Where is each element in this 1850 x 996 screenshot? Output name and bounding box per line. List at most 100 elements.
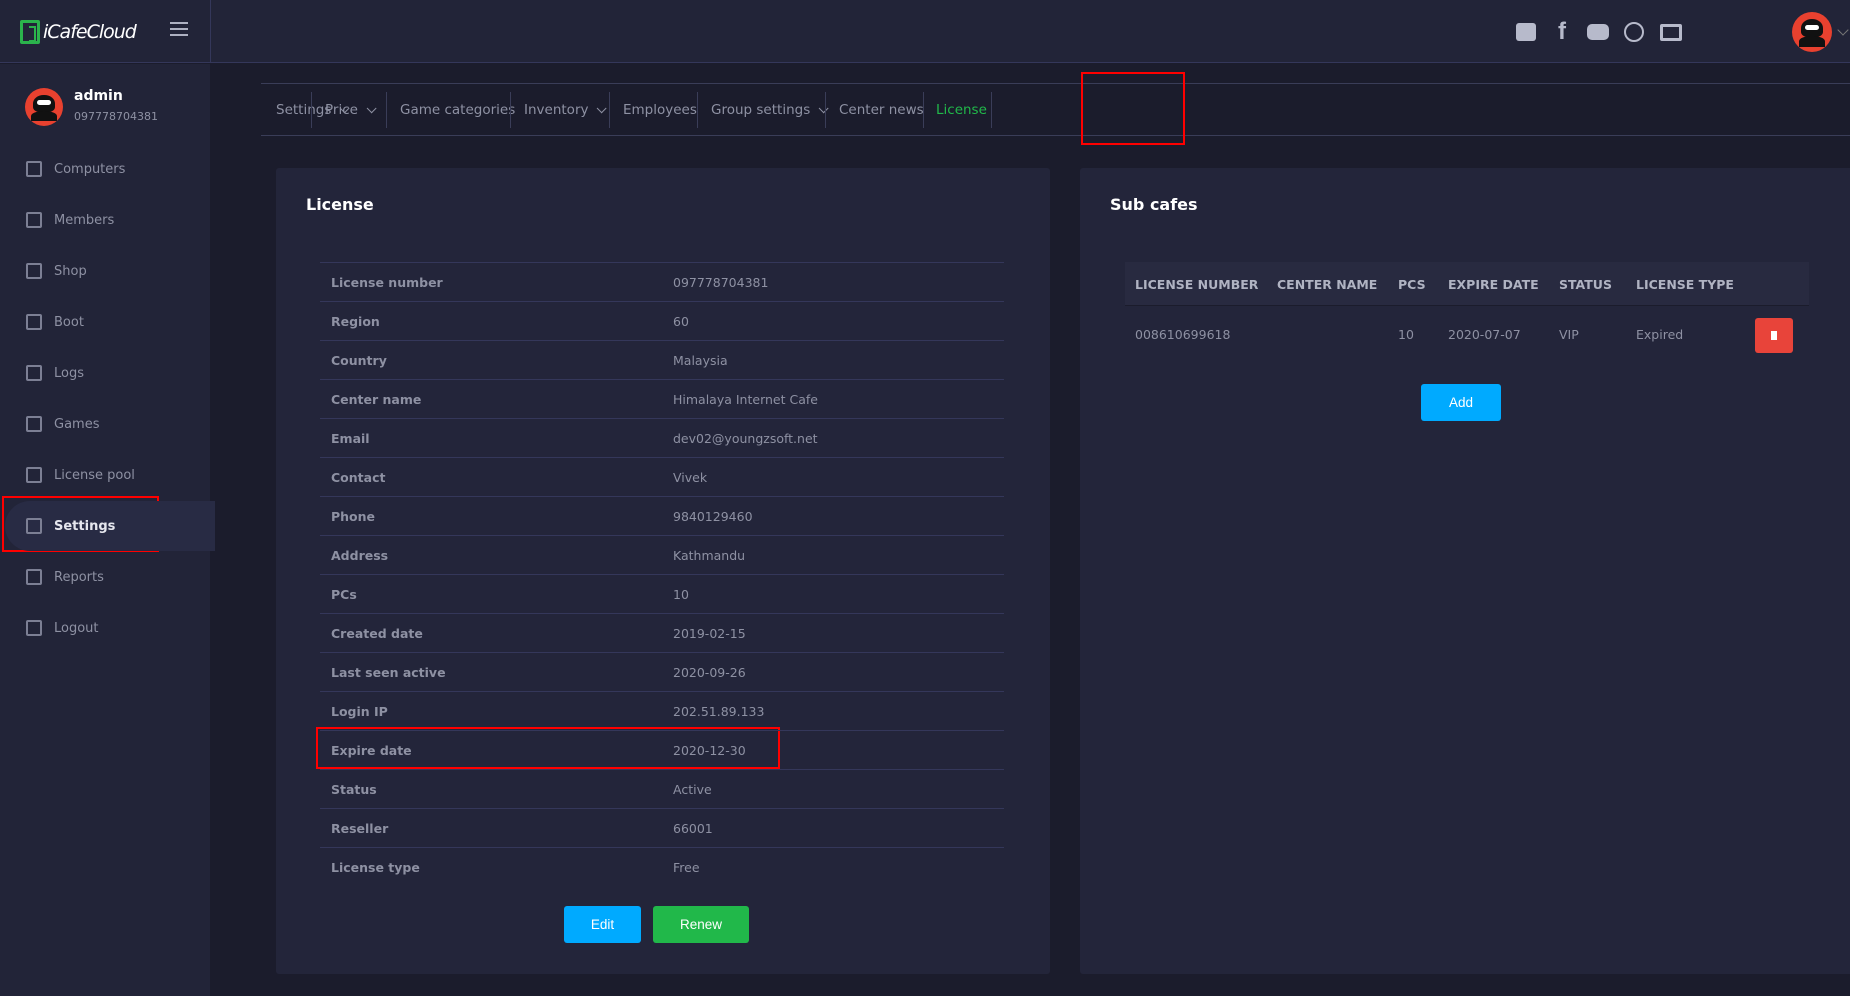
tab-center-news[interactable]: Center news xyxy=(839,84,924,136)
renew-button[interactable]: Renew xyxy=(653,906,749,943)
row-value: Vivek xyxy=(673,469,708,485)
row-label: PCs xyxy=(331,586,357,602)
row-label: Last seen active xyxy=(331,664,446,680)
table-cell: Expired xyxy=(1636,327,1684,342)
row-label: Expire date xyxy=(331,742,412,758)
row-label: Contact xyxy=(331,469,386,485)
add-button[interactable]: Add xyxy=(1421,384,1501,421)
tab-label: Group settings xyxy=(711,102,811,118)
row-value: Malaysia xyxy=(673,352,728,368)
app-title: iCafeCloud xyxy=(43,21,137,43)
tab-divider xyxy=(991,92,992,128)
sidebar-item-license-pool[interactable]: License pool xyxy=(0,450,210,500)
sidebar-item-boot[interactable]: Boot xyxy=(0,297,210,347)
tab-settings[interactable]: Settings xyxy=(276,84,350,136)
row-label: Center name xyxy=(331,391,422,407)
sidebar-item-computers[interactable]: Computers xyxy=(0,144,210,194)
license-row: Country Malaysia xyxy=(320,340,1004,379)
book-icon[interactable] xyxy=(1659,20,1683,44)
row-label: Address xyxy=(331,547,389,563)
sidebar-item-reports[interactable]: Reports xyxy=(0,552,210,602)
row-value: 9840129460 xyxy=(673,508,753,524)
tab-price[interactable]: Price xyxy=(325,84,377,136)
globe-icon[interactable] xyxy=(1622,20,1646,44)
settings-icon xyxy=(26,518,42,534)
tab-divider xyxy=(311,92,312,128)
tab-label: Inventory xyxy=(524,102,589,118)
avatar[interactable] xyxy=(1792,12,1832,52)
sidebar-item-label: Games xyxy=(54,416,100,432)
row-value: Kathmandu xyxy=(673,547,746,563)
column-header: LICENSE TYPE xyxy=(1636,277,1734,292)
row-label: License type xyxy=(331,859,420,875)
discord-icon[interactable] xyxy=(1514,20,1538,44)
windows-icon xyxy=(26,314,42,330)
tab-inventory[interactable]: Inventory xyxy=(524,84,608,136)
trash-icon xyxy=(1771,331,1777,340)
sidebar-item-label: Settings xyxy=(54,518,116,534)
sidebar-item-logs[interactable]: Logs xyxy=(0,348,210,398)
hamburger-menu-icon[interactable] xyxy=(170,22,188,36)
chevron-down-icon xyxy=(597,102,608,113)
column-header: EXPIRE DATE xyxy=(1448,277,1539,292)
row-label: Country xyxy=(331,352,387,368)
sidebar-item-games[interactable]: Games xyxy=(0,399,210,449)
column-header: CENTER NAME xyxy=(1277,277,1378,292)
chevron-down-icon xyxy=(818,102,829,113)
sidebar-item-logout[interactable]: Logout xyxy=(0,603,210,653)
license-row: Center name Himalaya Internet Cafe xyxy=(320,379,1004,418)
delete-button[interactable] xyxy=(1755,318,1793,353)
sidebar-item-settings[interactable]: Settings xyxy=(5,501,215,551)
tab-employees[interactable]: Employees xyxy=(623,84,697,136)
row-value: 10 xyxy=(673,586,689,602)
license-row: Expire date 2020-12-30 xyxy=(320,730,1004,769)
tab-game-categories[interactable]: Game categories xyxy=(400,84,515,136)
settings-tabs: Settings Price Game categories Inventory Emp… xyxy=(261,83,1850,136)
award-icon xyxy=(26,467,42,483)
license-row: Reseller 66001 xyxy=(320,808,1004,847)
row-value: Active xyxy=(673,781,712,797)
tab-label: Game categories xyxy=(400,102,516,118)
license-row: Contact Vivek xyxy=(320,457,1004,496)
row-label: Created date xyxy=(331,625,423,641)
sidebar-item-members[interactable]: Members xyxy=(0,195,210,245)
row-value: 097778704381 xyxy=(673,274,769,290)
youtube-icon[interactable] xyxy=(1586,20,1610,44)
cart-icon xyxy=(26,263,42,279)
top-bar xyxy=(0,0,1850,63)
sidebar-item-label: Boot xyxy=(54,314,84,330)
row-label: License number xyxy=(331,274,443,290)
row-label: Email xyxy=(331,430,370,446)
sidebar-item-label: Shop xyxy=(54,263,87,279)
logo[interactable]: iCafeCloud xyxy=(20,18,137,46)
tab-divider xyxy=(510,92,511,128)
row-label: Login IP xyxy=(331,703,388,719)
edit-button[interactable]: Edit xyxy=(564,906,641,943)
license-row: Phone 9840129460 xyxy=(320,496,1004,535)
table-cell: 2020-07-07 xyxy=(1448,327,1521,342)
facebook-icon[interactable]: f xyxy=(1558,18,1566,45)
table-cell: 10 xyxy=(1398,327,1414,342)
column-header: STATUS xyxy=(1559,277,1612,292)
chevron-down-icon xyxy=(366,102,377,113)
sidebar-item-label: Members xyxy=(54,212,115,228)
tab-group-settings[interactable]: Group settings xyxy=(711,84,829,136)
tab-divider xyxy=(386,92,387,128)
tab-divider xyxy=(923,92,924,128)
tab-license[interactable]: License xyxy=(936,84,987,136)
license-row: License number 097778704381 xyxy=(320,262,1004,301)
sidebar-item-label: Computers xyxy=(54,161,126,177)
gamepad-icon xyxy=(26,416,42,432)
tab-label: Employees xyxy=(623,102,697,118)
license-row: PCs 10 xyxy=(320,574,1004,613)
tab-label: License xyxy=(936,102,987,118)
row-value: 202.51.89.133 xyxy=(673,703,765,719)
row-label: Status xyxy=(331,781,377,797)
tab-divider xyxy=(825,92,826,128)
tab-divider xyxy=(609,92,610,128)
column-header: PCS xyxy=(1398,277,1426,292)
row-label: Reseller xyxy=(331,820,389,836)
sidebar-item-shop[interactable]: Shop xyxy=(0,246,210,296)
license-row: Email dev02@youngzsoft.net xyxy=(320,418,1004,457)
license-title: License xyxy=(306,195,374,214)
